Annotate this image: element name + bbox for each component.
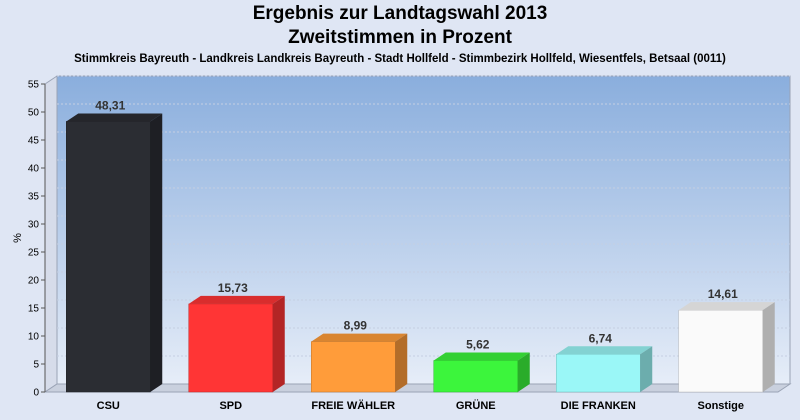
bar-side [640, 346, 653, 392]
y-tick-label: 30 [28, 220, 40, 231]
bar-top [188, 295, 285, 304]
bar-front [678, 309, 763, 393]
y-tick-label: 10 [28, 332, 40, 343]
x-tick-label: CSU [97, 400, 120, 412]
bar-side [150, 113, 163, 393]
data-label: 48,31 [95, 98, 125, 112]
bar-grüne [433, 352, 530, 393]
bar-top [556, 346, 653, 355]
data-label: 6,74 [589, 331, 613, 345]
bar-die-franken [556, 346, 653, 393]
data-label: 14,61 [708, 287, 738, 301]
chart-caption: Stimmkreis Bayreuth - Landkreis Landkrei… [74, 53, 726, 65]
bar-side [517, 352, 530, 392]
bar-top [66, 113, 163, 122]
y-tick-label: 5 [33, 360, 39, 371]
y-tick-label: 40 [28, 164, 40, 175]
bar-side [762, 302, 775, 392]
bar-freie-wähler [311, 333, 408, 393]
bar-side [272, 295, 285, 392]
bar-sonstige [678, 302, 775, 393]
y-tick-label: 25 [28, 248, 40, 259]
x-tick-label: GRÜNE [456, 399, 496, 412]
bar-front [188, 303, 273, 393]
y-tick-label: 20 [28, 276, 40, 287]
bar-front [433, 360, 518, 393]
x-tick-label: Sonstige [698, 400, 744, 412]
chart-title: Ergebnis zur Landtagswahl 2013 [252, 3, 548, 24]
bar-top [311, 333, 408, 342]
y-axis-label: % [12, 233, 24, 243]
x-tick-label: SPD [219, 400, 242, 412]
bar-front [311, 341, 396, 393]
y-tick-label: 45 [28, 136, 40, 147]
y-tick-label: 15 [28, 304, 40, 315]
plot-side-wall [44, 75, 58, 393]
bar-csu [66, 113, 163, 393]
bar-top [433, 352, 530, 361]
y-tick-label: 35 [28, 192, 40, 203]
bar-front [66, 121, 151, 393]
plot-back-wall [56, 75, 791, 385]
y-tick-label: 50 [28, 108, 40, 119]
bar-side [395, 333, 408, 392]
y-tick-label: 55 [28, 80, 40, 91]
x-tick-label: FREIE WÄHLER [311, 399, 395, 412]
x-tick-label: DIE FRANKEN [561, 400, 636, 412]
data-label: 15,73 [218, 281, 248, 295]
bar-spd [188, 295, 285, 393]
y-tick-label: 0 [33, 388, 39, 399]
bar-front [556, 354, 641, 393]
data-label: 5,62 [466, 338, 490, 352]
chart-subtitle: Zweitstimmen in Prozent [288, 27, 512, 48]
data-label: 8,99 [344, 319, 368, 333]
bar-top [678, 302, 775, 311]
